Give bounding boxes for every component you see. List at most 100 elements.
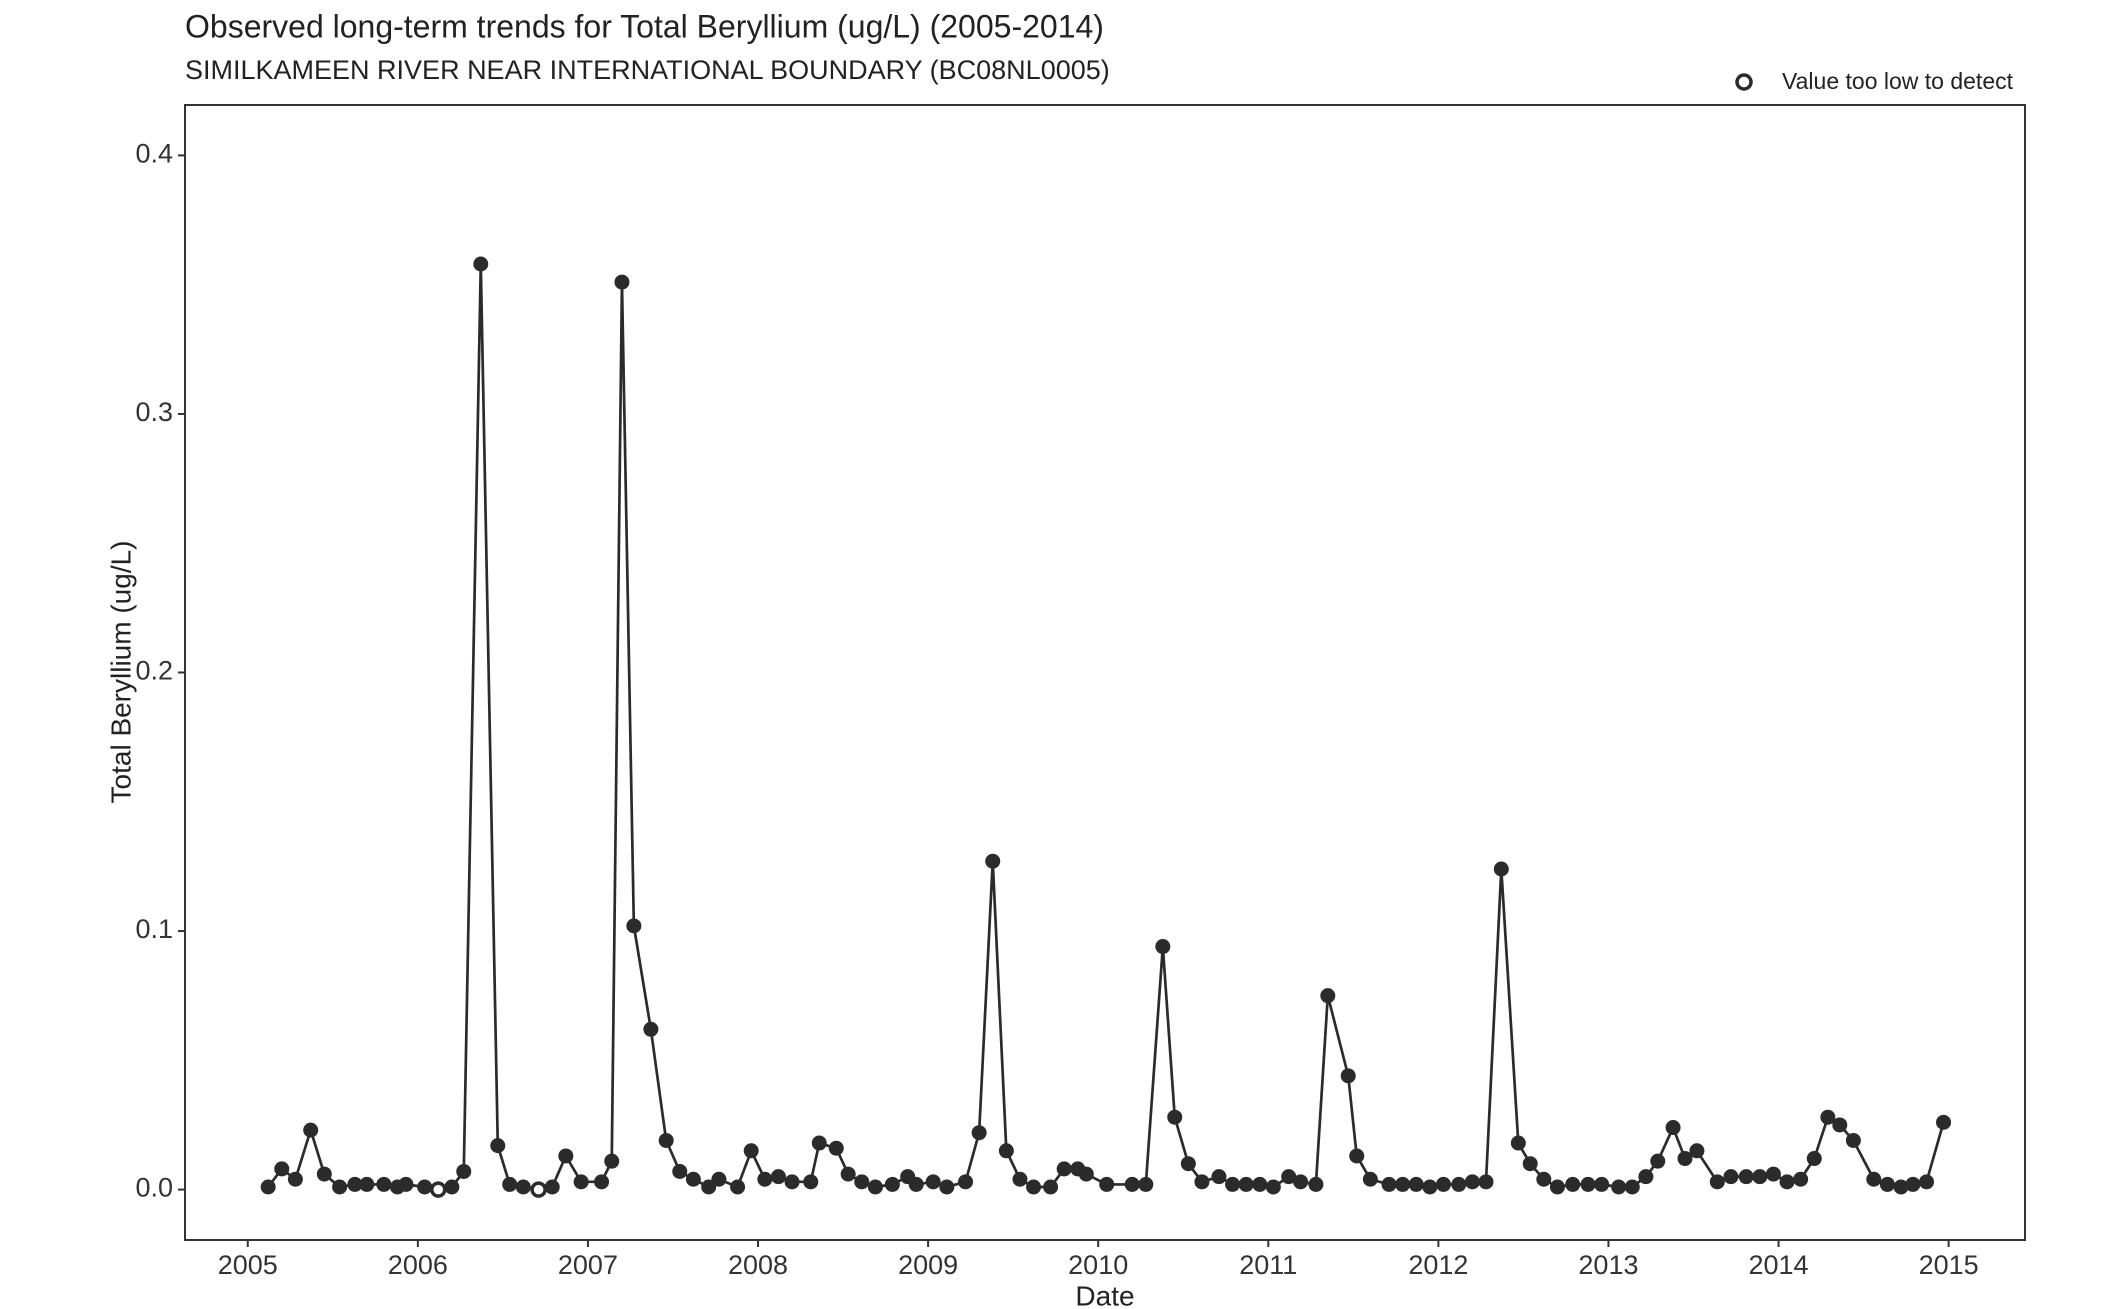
x-tick-label: 2010	[1068, 1250, 1128, 1280]
data-point	[1624, 1179, 1640, 1195]
data-point	[1565, 1176, 1581, 1192]
data-point	[1194, 1174, 1210, 1190]
data-point	[1738, 1169, 1754, 1185]
data-point	[770, 1169, 786, 1185]
data-point	[1832, 1117, 1848, 1133]
data-point	[1340, 1068, 1356, 1084]
data-point	[332, 1179, 348, 1195]
data-point	[287, 1171, 303, 1187]
data-point	[1167, 1109, 1183, 1125]
data-point	[1580, 1176, 1596, 1192]
y-tick-label: 0.3	[135, 397, 173, 427]
data-point	[1293, 1174, 1309, 1190]
chart-title: Observed long-term trends for Total Bery…	[185, 8, 1104, 44]
data-point	[456, 1163, 472, 1179]
y-tick-label: 0.2	[135, 656, 173, 686]
data-point	[1320, 988, 1336, 1004]
x-tick-label: 2009	[898, 1250, 958, 1280]
data-point	[685, 1171, 701, 1187]
data-point	[473, 256, 489, 272]
data-point	[867, 1179, 883, 1195]
point-below-detection	[530, 1181, 547, 1198]
x-tick-label: 2013	[1578, 1250, 1638, 1280]
x-tick-label: 2012	[1408, 1250, 1468, 1280]
data-point	[1665, 1120, 1681, 1136]
data-point	[1078, 1166, 1094, 1182]
data-point	[1451, 1176, 1467, 1192]
data-point	[1677, 1151, 1693, 1167]
data-point	[1395, 1176, 1411, 1192]
data-point	[604, 1153, 620, 1169]
data-point	[1435, 1176, 1451, 1192]
data-point	[1936, 1114, 1952, 1130]
data-point	[1099, 1176, 1115, 1192]
data-point	[515, 1179, 531, 1195]
data-point	[347, 1176, 363, 1192]
data-point	[643, 1021, 659, 1037]
data-point	[573, 1174, 589, 1190]
data-point	[884, 1176, 900, 1192]
data-point	[1381, 1176, 1397, 1192]
data-point	[1026, 1179, 1042, 1195]
data-point	[1408, 1176, 1424, 1192]
x-tick-label: 2006	[388, 1250, 448, 1280]
data-point	[1281, 1169, 1297, 1185]
data-point	[811, 1135, 827, 1151]
data-point	[1893, 1179, 1909, 1195]
data-point	[925, 1174, 941, 1190]
data-point	[1522, 1156, 1538, 1172]
data-point	[1689, 1143, 1705, 1159]
data-point	[1709, 1174, 1725, 1190]
data-point	[544, 1179, 560, 1195]
x-tick-label: 2008	[728, 1250, 788, 1280]
data-point	[1155, 939, 1171, 955]
data-point	[672, 1163, 688, 1179]
data-point	[939, 1179, 955, 1195]
data-point	[658, 1132, 674, 1148]
data-point	[701, 1179, 717, 1195]
data-point	[1308, 1176, 1324, 1192]
x-tick-label: 2011	[1239, 1250, 1297, 1280]
data-point	[1464, 1174, 1480, 1190]
data-point	[1349, 1148, 1365, 1164]
data-point	[1493, 861, 1509, 877]
data-point	[1723, 1169, 1739, 1185]
data-point	[1225, 1176, 1241, 1192]
data-point	[316, 1166, 332, 1182]
data-point	[1012, 1171, 1028, 1187]
data-point	[303, 1122, 319, 1138]
data-point	[1752, 1169, 1768, 1185]
data-point	[840, 1166, 856, 1182]
data-line	[267, 263, 1945, 1191]
data-point	[1793, 1171, 1809, 1187]
data-point	[730, 1179, 746, 1195]
data-point	[260, 1179, 276, 1195]
data-point	[1820, 1109, 1836, 1125]
data-point	[1252, 1176, 1268, 1192]
data-point	[417, 1179, 433, 1195]
data-point	[1211, 1169, 1227, 1185]
legend-label: Value too low to detect	[1782, 68, 2014, 94]
data-point	[1478, 1174, 1494, 1190]
data-point	[490, 1138, 506, 1154]
data-point	[1124, 1176, 1140, 1192]
data-point	[1779, 1174, 1795, 1190]
data-point	[958, 1174, 974, 1190]
data-point	[376, 1176, 392, 1192]
data-point	[784, 1174, 800, 1190]
data-point	[626, 918, 642, 934]
point-below-detection	[430, 1181, 447, 1198]
data-point	[1806, 1151, 1822, 1167]
data-point	[1536, 1171, 1552, 1187]
data-point	[743, 1143, 759, 1159]
data-point	[1056, 1161, 1072, 1177]
data-point	[1765, 1166, 1781, 1182]
data-point	[1362, 1171, 1378, 1187]
data-point	[1919, 1174, 1935, 1190]
y-axis-label: Total Beryllium (ug/L)	[105, 541, 136, 804]
data-point	[1180, 1156, 1196, 1172]
data-point	[1265, 1179, 1281, 1195]
data-point	[444, 1179, 460, 1195]
data-point	[1650, 1153, 1666, 1169]
